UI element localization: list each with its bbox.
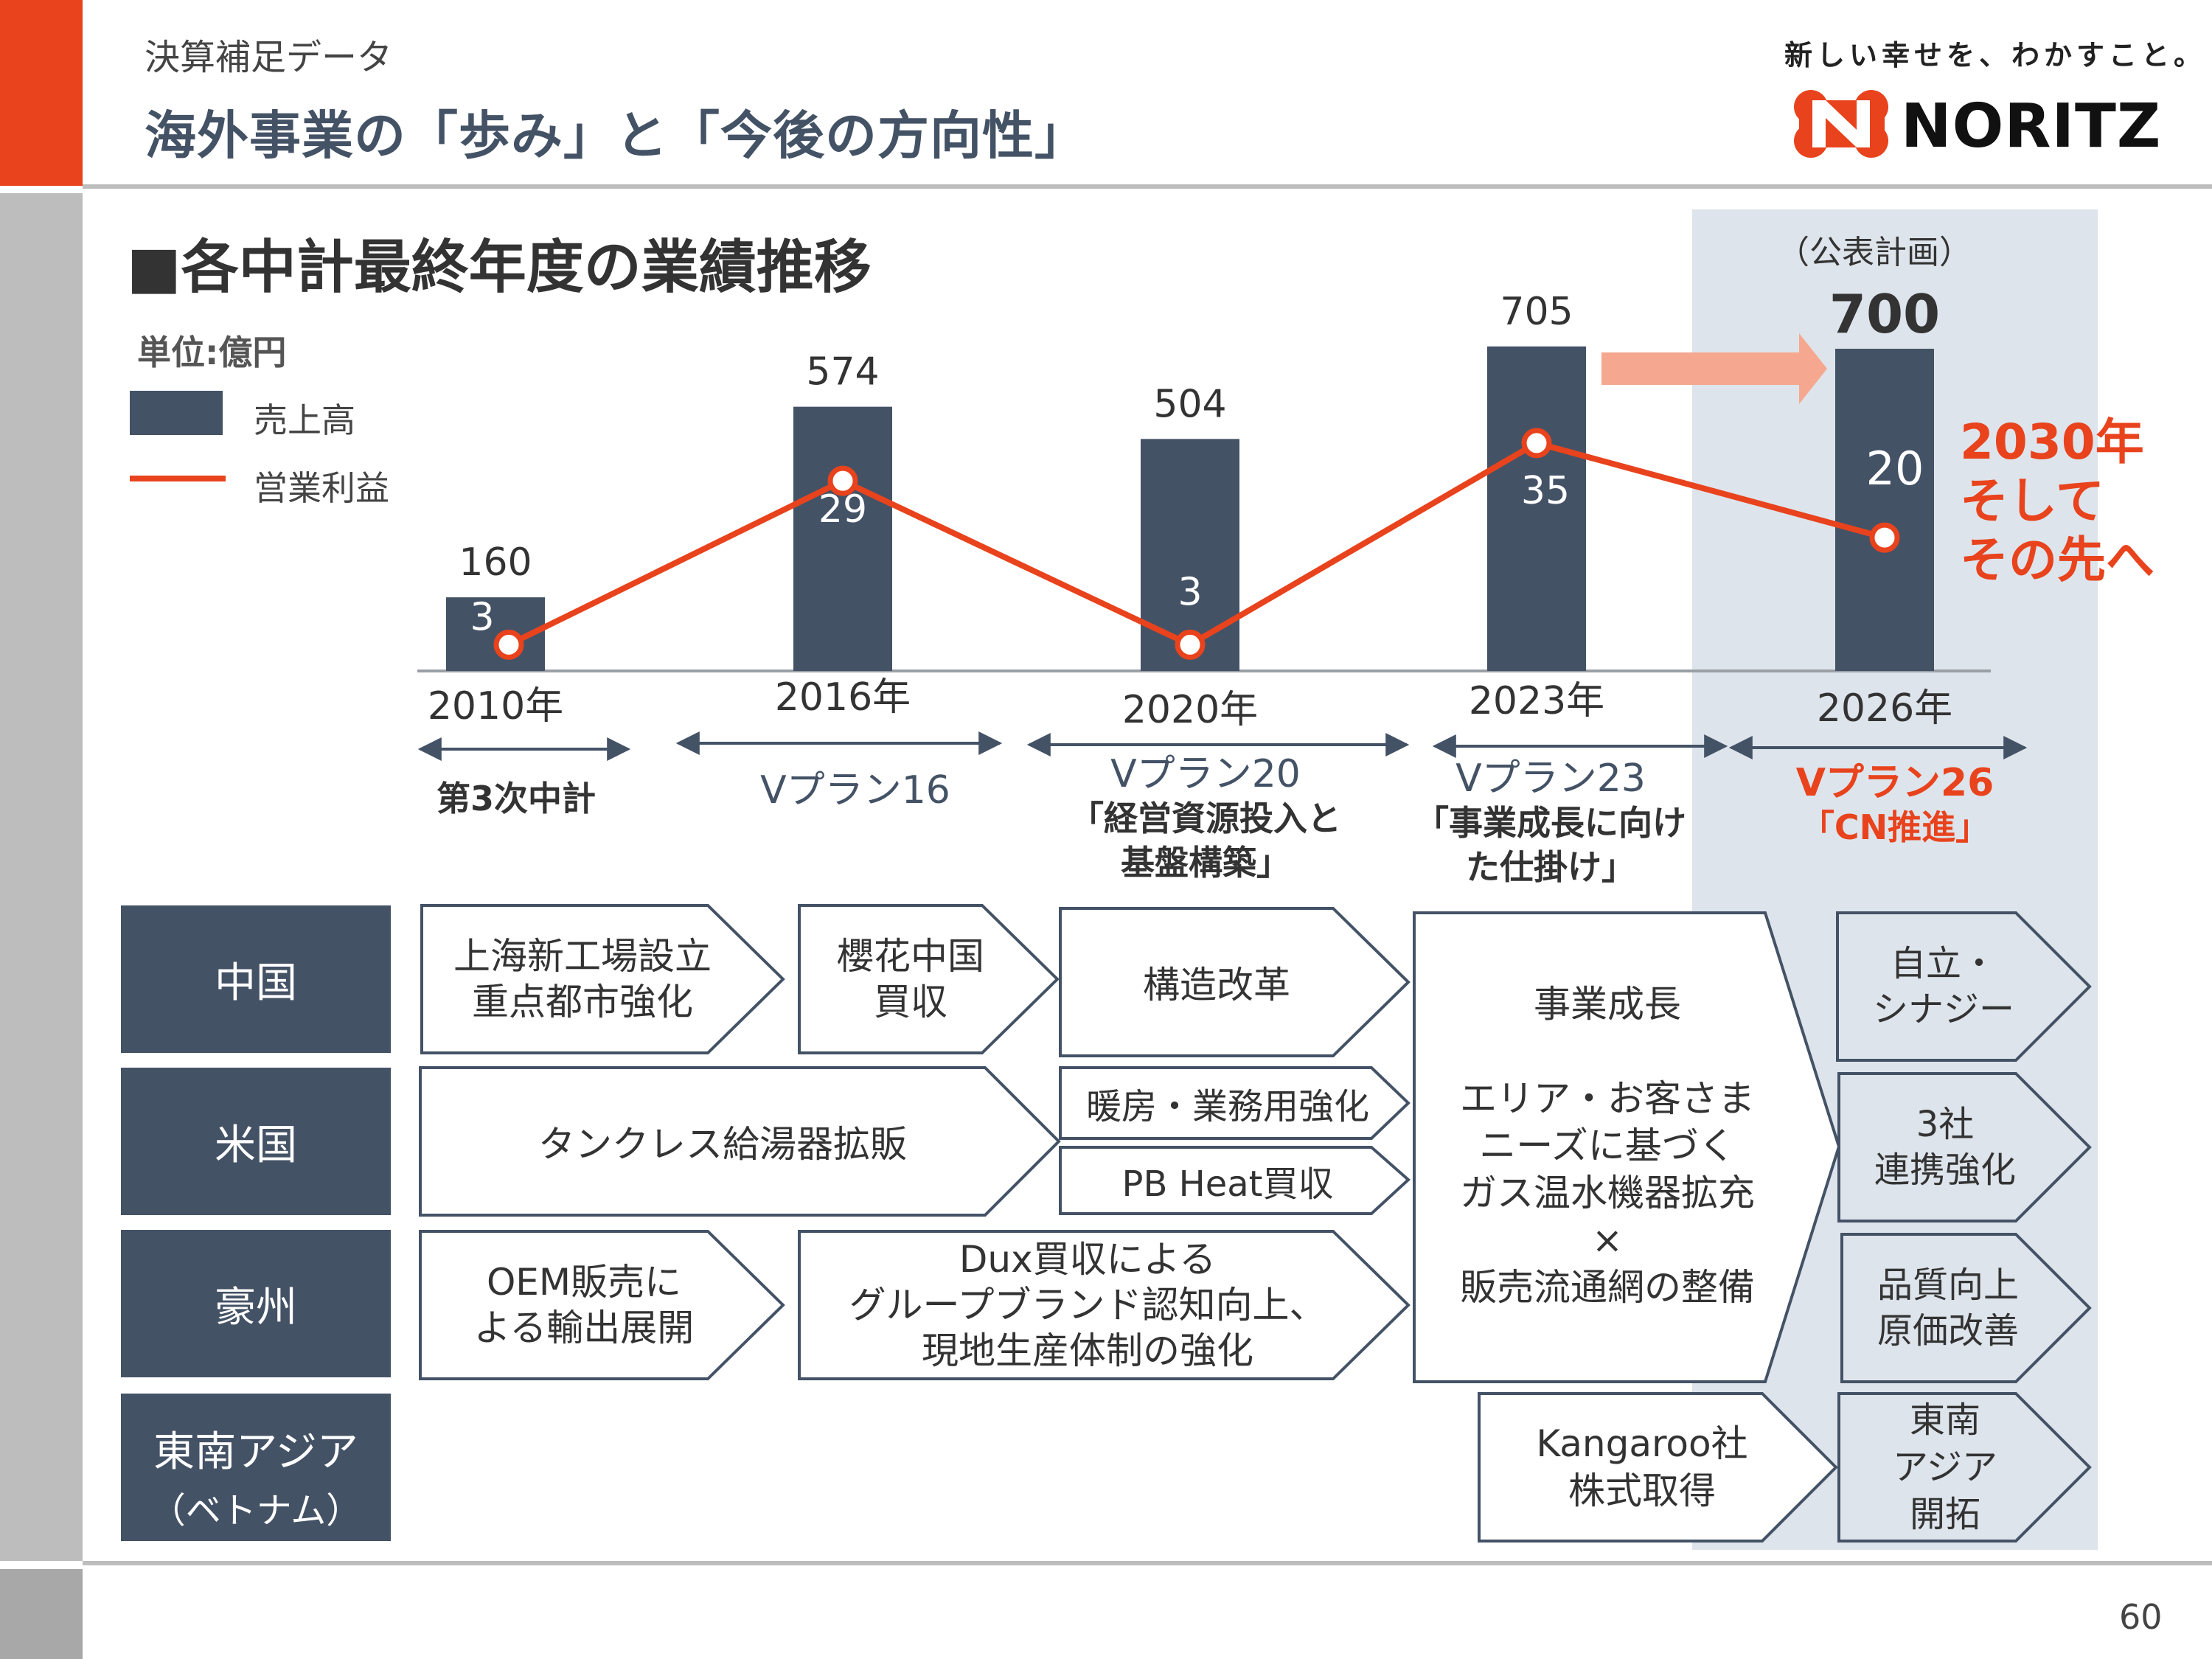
initiative-usa-3: PB Heat買収 xyxy=(1121,1164,1334,1205)
legend-profit-label: 営業利益 xyxy=(254,468,389,508)
plan-arrow xyxy=(1601,333,1827,404)
initiative-future-usa: 3社 連携強化 xyxy=(1874,1104,2016,1191)
initiative-china-3: 構造改革 xyxy=(1143,964,1290,1006)
sales-value-label: 574 xyxy=(806,350,879,394)
future-note-line: そして xyxy=(1960,473,2105,529)
page-number: 60 xyxy=(2119,1597,2163,1637)
initiative-future-aus: 品質向上 原価改善 xyxy=(1877,1265,2019,1352)
future-note-line: 2030年 xyxy=(1960,414,2144,470)
tagline: 新しい幸せを、わかすこと。 xyxy=(1784,39,2207,72)
unit-label: 単位:億円 xyxy=(137,333,287,372)
category-label: 2010年 xyxy=(428,684,563,728)
sales-value-label: 160 xyxy=(459,540,532,585)
initiative-usa-2: 暖房・業務用強化 xyxy=(1085,1086,1369,1127)
sales-value-label: 504 xyxy=(1153,382,1226,426)
region-china: 中国 xyxy=(121,905,391,1053)
sales-bar xyxy=(1487,346,1586,671)
initiative-aus-1: OEM販売に よる輸出展開 xyxy=(473,1261,695,1349)
sidebar-bar xyxy=(0,193,83,1561)
initiative-growth: 事業成長 エリア・お客さま ニーズに基づく ガス温水機器拡充 × 販売流通網の整… xyxy=(1460,983,1755,1309)
chevron-aus-1 xyxy=(419,1230,785,1380)
sales-value-label: 700 xyxy=(1829,283,1940,345)
noritz-logo: NORITZ xyxy=(1783,87,2160,161)
chevron-china-1 xyxy=(420,904,785,1054)
chevron-future-china xyxy=(1836,911,2092,1062)
region-southeast-asia: 東南アジア （ベトナム） xyxy=(121,1394,391,1541)
chevron-sea-1 xyxy=(1478,1392,1838,1543)
region-australia: 豪州 xyxy=(121,1230,391,1377)
plan-label-4: Vプラン23 「事業成長に向け た仕掛け」 xyxy=(1415,757,1686,887)
profit-value-label: 3 xyxy=(470,595,494,639)
initiative-future-china: 自立・ シナジー xyxy=(1872,943,2014,1030)
profit-point xyxy=(827,465,858,496)
page-subtitle: 決算補足データ xyxy=(145,37,393,78)
chevron-usa-2 xyxy=(1059,1066,1411,1140)
chevron-future-sea xyxy=(1837,1392,2092,1543)
initiative-usa-1: タンクレス給湯器拡販 xyxy=(538,1123,907,1166)
profit-value-label: 3 xyxy=(1178,570,1202,614)
profit-point xyxy=(1175,629,1206,660)
initiative-future-sea: 東南 アジア 開拓 xyxy=(1892,1399,1998,1535)
header-divider xyxy=(83,184,2212,189)
future-note-line: その先へ xyxy=(1960,532,2154,588)
profit-value-label: 35 xyxy=(1521,469,1570,513)
public-plan-label: （公表計画） xyxy=(1777,234,1972,271)
profit-point xyxy=(1869,522,1900,553)
chevron-usa-1 xyxy=(419,1066,1061,1217)
chevron-aus-2 xyxy=(798,1230,1411,1380)
chevron-china-2 xyxy=(798,904,1060,1054)
profit-value-label: 20 xyxy=(1866,442,1924,495)
initiative-sea-1: Kangaroo社 株式取得 xyxy=(1536,1422,1748,1512)
page-title: 海外事業の「歩み」と「今後の方向性」 xyxy=(145,105,1087,166)
logo-text: NORITZ xyxy=(1901,91,2162,161)
chevron-china-3 xyxy=(1059,907,1411,1057)
sidebar-bar-bottom xyxy=(0,1569,83,1659)
category-label: 2020年 xyxy=(1122,688,1258,732)
legend-sales-swatch xyxy=(130,391,223,435)
initiative-aus-2: Dux買収による グループブランド認知向上、 現地生産体制の強化 xyxy=(849,1238,1326,1372)
category-label: 2026年 xyxy=(1817,686,1952,731)
legend-profit-line xyxy=(130,476,226,481)
footer-divider xyxy=(83,1561,2212,1565)
initiative-china-1: 上海新工場設立 重点都市強化 xyxy=(453,935,712,1023)
chevron-future-aus xyxy=(1840,1233,2092,1383)
category-label: 2016年 xyxy=(775,675,911,720)
sales-bar xyxy=(793,406,892,671)
accent-bar xyxy=(0,0,83,186)
plan-label-5: Vプラン26 「CN推進」 xyxy=(1795,761,1994,847)
profit-point xyxy=(1521,428,1552,459)
category-label: 2023年 xyxy=(1469,679,1604,723)
sales-value-label: 705 xyxy=(1500,290,1573,334)
profit-value-label: 29 xyxy=(818,487,867,532)
chevron-usa-3 xyxy=(1059,1146,1411,1215)
sales-bar xyxy=(1835,348,1934,671)
legend-sales-label: 売上高 xyxy=(254,400,355,440)
plan-label-1: 第3次中計 xyxy=(436,779,596,818)
initiative-china-2: 櫻花中国 買収 xyxy=(837,935,984,1023)
future-note: 2030年 そして その先へ xyxy=(1960,413,2154,590)
profit-point xyxy=(493,629,524,660)
plan-label-3: Vプラン20 「経営資源投入と 基盤構築」 xyxy=(1070,752,1341,883)
section-title: ■各中計最終年度の業績推移 xyxy=(127,234,872,301)
chevron-growth xyxy=(1413,911,1841,1383)
chevron-future-usa xyxy=(1837,1072,2092,1222)
plan-label-2: Vプラン16 xyxy=(760,768,950,813)
logo-mark-icon xyxy=(1794,90,1888,158)
region-usa: 米国 xyxy=(121,1068,391,1215)
